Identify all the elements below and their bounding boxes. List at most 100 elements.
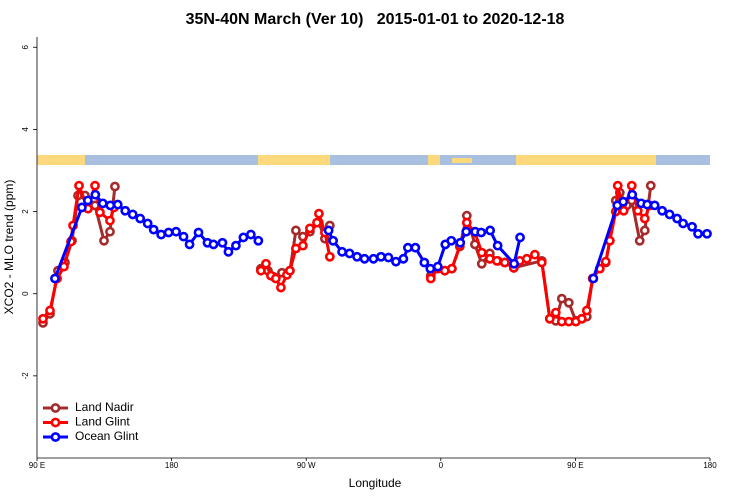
data-point xyxy=(446,263,457,274)
data-point xyxy=(245,229,256,240)
data-point xyxy=(491,255,502,266)
data-point xyxy=(223,246,234,257)
data-point xyxy=(376,251,386,262)
data-point xyxy=(687,221,697,232)
data-point xyxy=(461,226,472,237)
land-strip xyxy=(37,155,85,165)
data-point xyxy=(352,251,362,262)
data-point xyxy=(105,200,116,211)
data-point xyxy=(645,180,656,191)
x-tick-label: 0 xyxy=(439,461,444,470)
data-point xyxy=(618,196,629,207)
data-point xyxy=(576,313,587,324)
data-point xyxy=(120,205,131,216)
x-tick-label: 90 E xyxy=(29,461,45,470)
data-point xyxy=(290,225,301,236)
data-point xyxy=(193,227,204,238)
data-point xyxy=(76,202,87,213)
data-point xyxy=(305,223,315,234)
data-point xyxy=(337,246,347,257)
data-point xyxy=(328,235,339,246)
data-point xyxy=(127,209,138,220)
legend-marker xyxy=(50,417,61,428)
legend-marker xyxy=(50,403,61,413)
data-point xyxy=(45,305,55,316)
data-point xyxy=(600,256,611,267)
land-strip xyxy=(452,158,472,163)
y-tick-label: -2 xyxy=(21,372,30,380)
data-point xyxy=(664,209,675,220)
data-point xyxy=(383,252,394,263)
data-point xyxy=(314,208,324,219)
series xyxy=(50,189,712,284)
legend-marker xyxy=(50,432,61,442)
data-point xyxy=(99,235,109,246)
legend-label: Land Nadir xyxy=(75,400,134,414)
data-point xyxy=(425,263,436,274)
land-strip xyxy=(516,155,656,165)
data-point xyxy=(515,232,525,243)
data-point xyxy=(217,237,228,248)
data-point xyxy=(612,180,623,191)
data-point xyxy=(97,198,108,209)
data-point xyxy=(298,240,308,251)
data-point xyxy=(324,251,335,262)
data-point xyxy=(627,189,638,200)
data-point xyxy=(110,181,120,192)
y-tick-label: 2 xyxy=(21,209,30,214)
data-point xyxy=(253,235,264,246)
y-tick-label: 0 xyxy=(21,291,30,296)
data-point xyxy=(521,253,532,264)
data-point xyxy=(391,256,401,267)
data-point xyxy=(588,273,599,284)
legend-label: Land Glint xyxy=(75,415,130,429)
data-point xyxy=(702,228,712,239)
data-point xyxy=(446,235,457,246)
data-point xyxy=(657,205,668,216)
data-point xyxy=(639,213,650,224)
data-point xyxy=(74,180,84,191)
data-point xyxy=(550,307,561,318)
x-tick-label: 180 xyxy=(703,461,717,470)
data-point xyxy=(626,180,637,191)
x-axis-label: Longitude xyxy=(349,476,402,490)
data-point xyxy=(632,205,643,216)
data-point xyxy=(398,253,409,264)
data-point xyxy=(492,240,503,251)
data-point xyxy=(410,242,421,253)
data-point xyxy=(142,218,153,229)
data-point xyxy=(536,257,547,268)
data-point xyxy=(344,248,355,259)
data-point xyxy=(312,217,322,228)
data-point xyxy=(529,249,540,260)
chart-title: 35N-40N March (Ver 10) 2015-01-01 to 202… xyxy=(186,11,565,28)
data-point xyxy=(461,217,472,228)
data-point xyxy=(642,199,653,210)
x-tick-label: 180 xyxy=(165,461,179,470)
land-strip xyxy=(428,155,440,165)
data-point xyxy=(261,258,271,269)
legend-label: Ocean Glint xyxy=(75,429,139,443)
data-point xyxy=(499,257,510,268)
x-tick-label: 90 W xyxy=(297,461,316,470)
data-point xyxy=(112,199,123,210)
data-point xyxy=(649,200,660,211)
data-point xyxy=(581,305,592,316)
data-point xyxy=(105,226,115,237)
data-point xyxy=(476,227,487,238)
data-point xyxy=(90,180,100,191)
data-point xyxy=(544,313,555,324)
data-point xyxy=(156,229,167,240)
data-point xyxy=(634,235,645,246)
surface-strip xyxy=(37,155,710,165)
data-point xyxy=(425,273,436,284)
data-point xyxy=(148,224,159,235)
data-point xyxy=(368,253,379,264)
data-point xyxy=(255,265,266,276)
data-point xyxy=(618,205,629,216)
data-point xyxy=(359,253,370,264)
data-point xyxy=(323,225,334,236)
